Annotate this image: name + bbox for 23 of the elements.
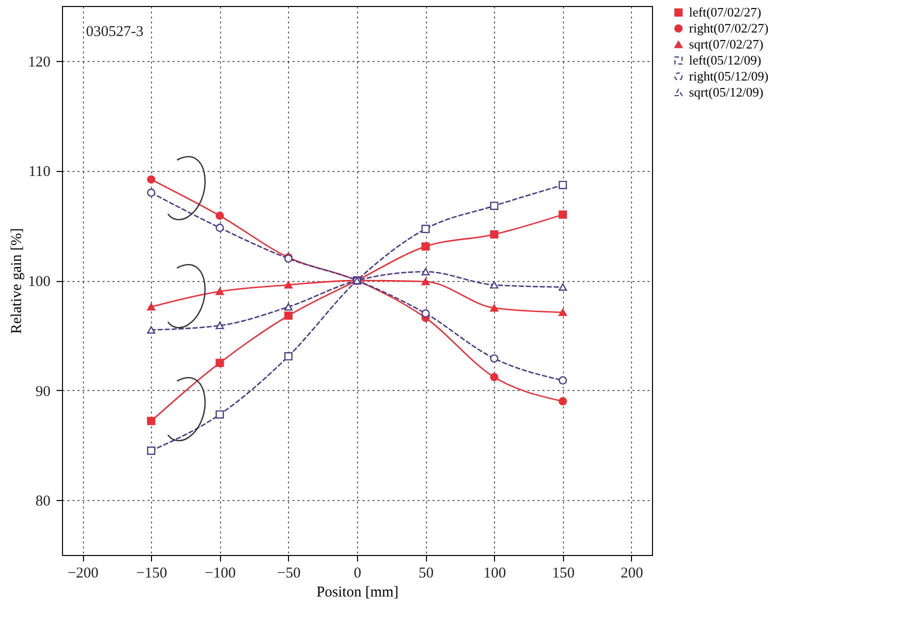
x-tick-label: 50: [418, 566, 434, 582]
y-tick-label: 110: [28, 164, 50, 180]
x-tick-label: −200: [68, 566, 99, 582]
legend-label: right(07/02/27): [689, 20, 768, 36]
legend-label: right(05/12/09): [689, 68, 768, 84]
annotation: 030527-3: [86, 24, 144, 40]
legend-label: sqrt(07/02/27): [689, 36, 764, 52]
x-tick-label: −150: [136, 566, 168, 582]
legend-label: sqrt(05/12/09): [689, 84, 764, 100]
legend-label: left(05/12/09): [689, 52, 762, 68]
legend-label: left(07/02/27): [689, 4, 762, 20]
x-tick-label: 200: [620, 566, 644, 582]
x-tick-label: −100: [204, 566, 236, 582]
x-tick-label: 150: [552, 566, 575, 582]
y-axis-title: Relative gain [%]: [9, 228, 25, 334]
x-tick-label: 0: [354, 566, 362, 582]
y-tick-label: 80: [36, 494, 50, 510]
y-tick-label: 90: [36, 384, 50, 400]
x-axis-title: Positon [mm]: [316, 584, 399, 600]
x-tick-label: 100: [483, 566, 506, 582]
y-tick-label: 100: [28, 274, 50, 290]
y-tick-label: 120: [28, 54, 50, 70]
x-tick-label: −50: [277, 566, 301, 582]
